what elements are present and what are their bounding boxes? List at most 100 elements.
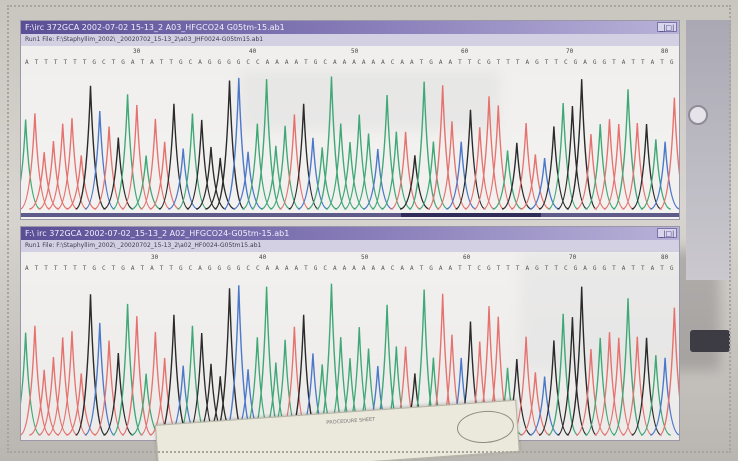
ruler-tick: 80 (661, 48, 669, 55)
ruler-tick: 80 (661, 254, 669, 261)
trace-peak-A (612, 89, 644, 210)
trace-peak-T (21, 325, 51, 436)
trace-peak-T (47, 123, 78, 210)
ruler-tick: 30 (151, 254, 159, 261)
equipment-knob (688, 105, 708, 125)
trace-peak-A (242, 123, 273, 210)
trace-peak-T (93, 126, 125, 210)
trace-peak-T (66, 155, 97, 210)
window-controls-button[interactable]: _|□| (657, 228, 677, 238)
trace-peak-A (409, 81, 440, 210)
trace-peak-A (344, 114, 375, 210)
sequence-window-bottom[interactable]: F:\ irc 372GCA 2002-07-02_15-13_2 A02_HF… (20, 226, 680, 441)
trace-peak-T (121, 316, 152, 436)
chromatogram-trace-top (21, 76, 679, 210)
trace-peak-G (103, 353, 134, 436)
file-path-bar: Run1 File: F:\Staphyllim_2002\ _20020702… (21, 240, 679, 252)
trace-peak-T (659, 97, 679, 210)
trace-peak-G (501, 142, 532, 210)
trace-peak-A (307, 147, 338, 210)
trace-peak-G (557, 317, 588, 436)
ruler-tick: 60 (461, 48, 469, 55)
trace-peak-G (214, 80, 245, 210)
trace-peak-C (650, 141, 679, 210)
trace-peak-A (177, 113, 208, 210)
trace-peak-G (186, 119, 217, 210)
trace-peak-T (427, 85, 458, 210)
ruler-tick: 60 (463, 254, 471, 261)
trace-peak-A (353, 133, 384, 210)
ruler-tick: 70 (566, 48, 574, 55)
window-title: F:\irc 372GCA 2002-07-02 15-13_2 A03_HFG… (25, 23, 285, 32)
trace-peak-G (288, 103, 319, 210)
trace-peak-T (520, 372, 551, 436)
ruler-tick: 50 (361, 254, 369, 261)
scrollbar-thumb[interactable] (401, 213, 541, 217)
trace-peak-T (483, 105, 514, 210)
file-path-bar: Run1 File: F:\Staphyllim_2002\ _20020702… (21, 34, 679, 46)
trace-peak-T (29, 369, 60, 436)
trace-peak-G (566, 286, 597, 436)
window-title-bar[interactable]: F:\irc 372GCA 2002-07-02 15-13_2 A03_HFG… (21, 21, 679, 34)
trace-peak-A (21, 119, 41, 210)
trace-peak-T (390, 131, 421, 210)
trace-peak-C (297, 137, 328, 210)
base-sequence: A T T T T T T G C T G A T A T T G C A G … (25, 265, 679, 272)
trace-peak-C (168, 148, 199, 210)
window-title: F:\ irc 372GCA 2002-07-02_15-13_2 A02_HF… (25, 229, 290, 238)
trace-peak-A (640, 139, 671, 210)
trace-peak-A (640, 355, 671, 436)
lab-equipment-panel (686, 20, 731, 280)
horizontal-scrollbar[interactable] (21, 213, 679, 217)
trace-peak-C (84, 322, 115, 436)
trace-peak-T (279, 114, 310, 210)
base-call-row: 30 40 50 60 70 80 (21, 252, 679, 263)
base-sequence: A T T T T T T G C T G A T A T T G C A G … (25, 59, 679, 66)
window-controls-button[interactable]: _|□| (657, 22, 677, 32)
trace-peak-A (316, 76, 347, 210)
ruler-tick: 40 (259, 254, 267, 261)
trace-peak-T (66, 373, 97, 436)
trace-peak-A (112, 303, 143, 436)
trace-peak-T (622, 123, 653, 210)
trace-peak-T (47, 337, 78, 436)
trace-peak-T (21, 113, 50, 210)
trace-peak-G (103, 137, 134, 210)
ruler-tick: 30 (133, 48, 141, 55)
trace-peak-C (233, 151, 264, 210)
trace-peak-T (510, 123, 542, 210)
trace-peak-G (566, 79, 597, 210)
ruler-tick: 50 (351, 48, 359, 55)
trace-peak-A (492, 150, 523, 210)
trace-peak-G (557, 105, 588, 210)
trace-peak-A (612, 298, 644, 436)
trace-peak-T (622, 336, 653, 436)
equipment-button (690, 330, 730, 352)
trace-peak-A (251, 79, 282, 210)
trace-peak-T (659, 307, 679, 436)
trace-peak-A (381, 131, 412, 210)
trace-peak-G (195, 146, 227, 210)
trace-peak-C (84, 110, 115, 210)
sequence-window-top[interactable]: F:\irc 372GCA 2002-07-02 15-13_2 A03_HFG… (20, 20, 680, 220)
trace-peak-G (205, 157, 236, 210)
trace-peak-G (75, 294, 106, 436)
trace-peak-C (529, 158, 560, 210)
trace-peak-T (29, 152, 60, 210)
trace-peak-G (631, 337, 662, 436)
window-title-bar[interactable]: F:\ irc 372GCA 2002-07-02_15-13_2 A02_HF… (21, 227, 679, 240)
trace-peak-T (121, 105, 152, 210)
base-call-row: 30 40 50 60 70 80 (21, 46, 679, 57)
trace-peak-A (371, 94, 403, 210)
trace-peak-T (520, 154, 551, 210)
trace-peak-C (223, 77, 254, 210)
trace-peak-A (21, 332, 41, 436)
trace-peak-C (529, 376, 560, 436)
trace-peak-G (158, 103, 190, 210)
trace-peak-C (650, 357, 679, 436)
ruler-tick: 70 (569, 254, 577, 261)
trace-peak-T (473, 96, 505, 210)
ruler-tick: 40 (249, 48, 257, 55)
trace-peak-A (112, 94, 143, 210)
